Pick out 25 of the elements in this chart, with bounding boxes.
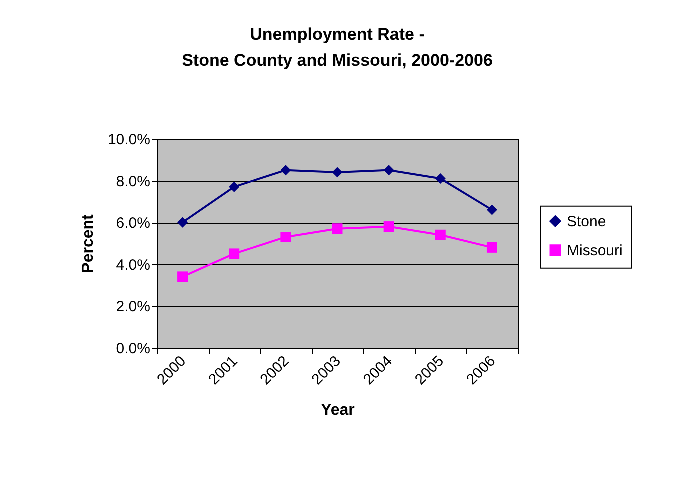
point: [486, 204, 498, 216]
chart-title: Unemployment Rate - Stone County and Missouri, 2000-2006: [182, 25, 493, 70]
point: [280, 165, 292, 176]
y-tick-label: 4.0%: [116, 256, 150, 274]
point: [332, 224, 343, 234]
x-axis-title: Year: [321, 402, 355, 419]
point: [178, 217, 188, 228]
point: [332, 167, 343, 178]
point: [229, 182, 240, 192]
y-tick-label: 10.0%: [108, 132, 150, 148]
legend-label: Stone: [567, 213, 606, 230]
point: [435, 173, 446, 184]
point: [486, 242, 498, 253]
point: [229, 248, 240, 260]
point: [280, 232, 292, 242]
point: [435, 230, 446, 240]
point: [178, 272, 188, 282]
y-tick-label: 8.0%: [116, 173, 150, 190]
y-tick-label: 0.0%: [116, 340, 150, 358]
y-tick-label: 6.0%: [116, 215, 150, 232]
y-tick-label: 2.0%: [116, 298, 150, 316]
point: [384, 222, 394, 232]
point: [384, 165, 394, 176]
y-axis-title: Percent: [80, 214, 97, 274]
legend-label: Missouri: [567, 242, 623, 260]
